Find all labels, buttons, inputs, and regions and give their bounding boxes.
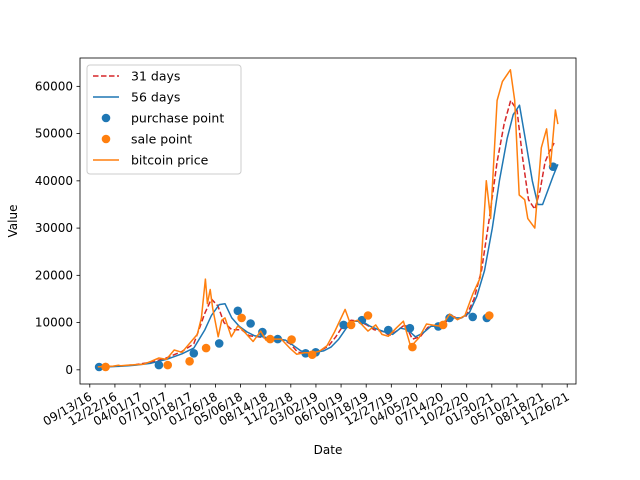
x-axis: 09/13/1612/22/1604/01/1707/10/1710/18/17… <box>41 384 572 429</box>
y-tick-label: 40000 <box>35 174 73 188</box>
legend-marker-sale-point <box>101 134 111 144</box>
legend: 31 days 56 days purchase point sale point bi… <box>86 64 242 175</box>
purchase-point-marker <box>339 320 348 330</box>
purchase-point-marker <box>405 323 415 333</box>
y-axis: 0 10000 20000 30000 40000 50000 60000 <box>35 79 80 377</box>
sale-point-marker <box>363 311 373 320</box>
purchase-point-marker <box>154 360 164 370</box>
sale-point-marker <box>201 343 211 353</box>
legend-label-sale-point: sale point <box>131 132 192 147</box>
purchase-point-marker <box>258 327 267 337</box>
y-tick-label: 30000 <box>35 221 73 235</box>
legend-box <box>86 64 242 175</box>
x-axis-label: Date <box>314 443 343 457</box>
y-tick-label: 0 <box>65 363 73 377</box>
sale-point-marker <box>237 313 246 323</box>
legend-label-31-days: 31 days <box>131 69 180 84</box>
axes-frame <box>79 57 577 385</box>
purchase-point-marker <box>233 306 243 316</box>
y-tick-label: 20000 <box>35 268 73 282</box>
sale-point-marker <box>485 311 494 320</box>
legend-label-56-days: 56 days <box>131 90 180 105</box>
purchase-point-marker <box>384 325 393 335</box>
purchase-point-marker <box>246 319 255 328</box>
series-bitcoin-price-line <box>97 69 559 368</box>
y-axis-label: Value <box>6 205 20 238</box>
sale-point-marker <box>185 357 194 366</box>
legend-marker-purchase-point <box>101 113 111 123</box>
purchase-point-marker <box>468 312 478 322</box>
y-tick-label: 10000 <box>35 316 73 330</box>
legend-label-purchase-point: purchase point <box>131 111 224 126</box>
plot-series-group <box>94 69 559 372</box>
series-31-days-line <box>102 99 555 368</box>
sale-point-marker <box>163 360 172 370</box>
sale-point-marker <box>346 320 356 330</box>
legend-label-bitcoin-price: bitcoin price <box>131 153 209 168</box>
y-tick-label: 50000 <box>35 127 73 141</box>
y-tick-label: 60000 <box>35 79 73 93</box>
purchase-point-marker <box>189 349 199 358</box>
purchase-point-marker <box>214 339 224 348</box>
sale-point-marker <box>287 335 296 344</box>
